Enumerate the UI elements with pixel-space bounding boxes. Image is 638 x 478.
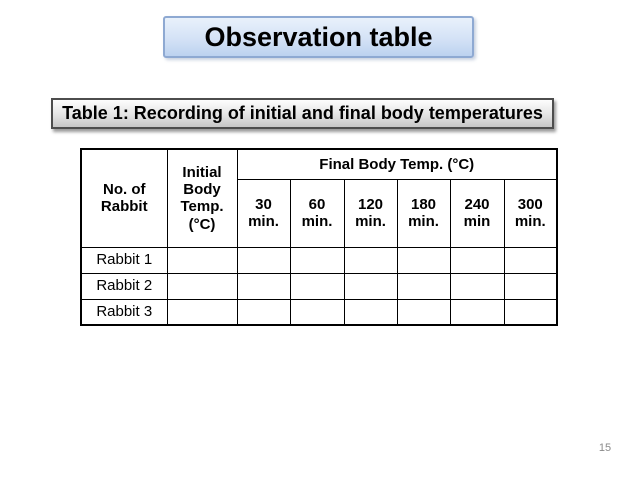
cell-initial-temp [166, 298, 238, 326]
cell-final-temp [449, 272, 505, 300]
time-300-unit: min. [514, 213, 546, 230]
time-60-unit: min. [301, 213, 333, 230]
header-initial-line1: Initial [182, 163, 222, 181]
header-time-300: 300 min. [503, 178, 558, 248]
cell-initial-temp [166, 272, 238, 300]
page-title: Observation table [204, 21, 433, 52]
cell-final-temp [343, 246, 398, 274]
cell-final-temp [343, 298, 398, 326]
time-120-unit: min. [355, 213, 386, 230]
header-initial-line4: (°C) [188, 215, 216, 233]
header-time-30: 30 min. [236, 178, 291, 248]
time-240-value: 240 [464, 195, 490, 213]
header-time-240: 240 min [449, 178, 505, 248]
header-initial-body-temp: Initial Body Temp. (°C) [166, 148, 238, 248]
observation-table: No. of Rabbit Initial Body Temp. (°C) Fi… [80, 148, 558, 326]
header-time-180: 180 min. [396, 178, 451, 248]
header-time-120: 120 min. [343, 178, 398, 248]
cell-final-temp [236, 272, 291, 300]
header-no-of-rabbit: No. of Rabbit [80, 148, 168, 248]
table-caption-box: Table 1: Recording of initial and final … [51, 98, 554, 129]
cell-final-temp [396, 272, 451, 300]
cell-final-temp [396, 246, 451, 274]
cell-final-temp [503, 272, 558, 300]
table-caption: Table 1: Recording of initial and final … [62, 103, 543, 123]
time-30-value: 30 [255, 195, 272, 213]
header-initial-line3: Temp. [180, 198, 224, 216]
header-time-60: 60 min. [289, 178, 345, 248]
header-no-of-rabbit-line2: Rabbit [100, 198, 148, 216]
time-180-unit: min. [408, 213, 439, 230]
time-300-value: 300 [517, 195, 543, 213]
cell-initial-temp [166, 246, 238, 274]
table-row-rabbit-2: Rabbit 2 [80, 272, 558, 300]
cell-final-temp [289, 272, 345, 300]
cell-final-temp [236, 246, 291, 274]
row-label: Rabbit 2 [80, 272, 168, 300]
table-row-rabbit-3: Rabbit 3 [80, 298, 558, 326]
cell-final-temp [503, 246, 558, 274]
time-120-value: 120 [357, 195, 384, 213]
header-initial-line2: Body [183, 181, 221, 198]
time-60-value: 60 [308, 195, 326, 213]
cell-final-temp [396, 298, 451, 326]
header-no-of-rabbit-line1: No. of [103, 181, 146, 198]
page-number: 15 [598, 442, 612, 454]
cell-final-temp [236, 298, 291, 326]
cell-final-temp [343, 272, 398, 300]
table-row-rabbit-1: Rabbit 1 [80, 246, 558, 274]
cell-final-temp [449, 298, 505, 326]
row-label: Rabbit 3 [80, 298, 168, 326]
time-30-unit: min. [248, 213, 279, 230]
cell-final-temp [289, 298, 345, 326]
cell-final-temp [289, 246, 345, 274]
cell-final-temp [503, 298, 558, 326]
header-final-body-temp: Final Body Temp. (°C) [236, 148, 558, 180]
title-box: Observation table [163, 16, 474, 58]
time-180-value: 180 [410, 195, 437, 213]
row-label: Rabbit 1 [80, 246, 168, 274]
cell-final-temp [449, 246, 505, 274]
time-240-unit: min [463, 213, 491, 230]
